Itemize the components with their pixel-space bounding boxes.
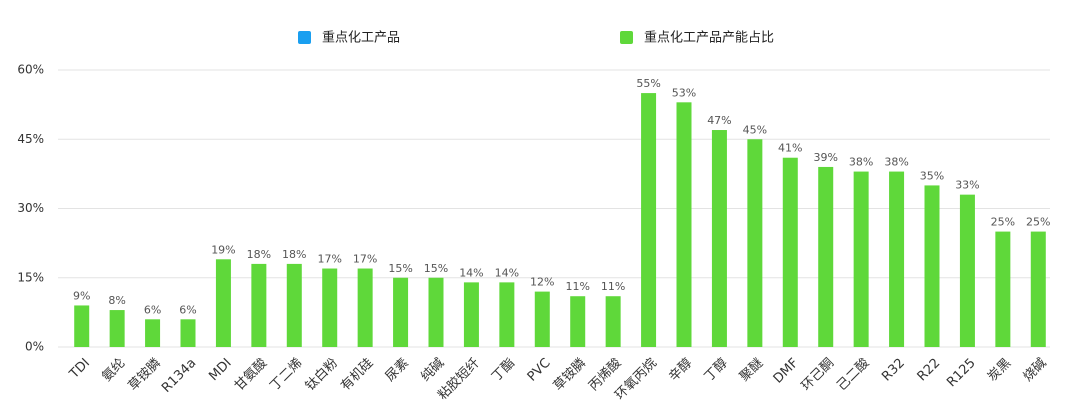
x-tick-label: 丁醇: [701, 355, 731, 385]
value-label: 19%: [211, 243, 235, 256]
x-tick-label: 草铵膦: [551, 356, 589, 394]
bar: [995, 231, 1011, 347]
x-tick-label: DMF: [771, 356, 802, 387]
bar: [463, 282, 479, 347]
x-tick-label: R22: [915, 356, 944, 385]
x-tick-label: R125: [944, 356, 979, 391]
bar: [853, 171, 869, 347]
x-tick-label: 有机硅: [338, 356, 376, 394]
bar: [570, 296, 586, 347]
bar: [641, 93, 657, 347]
x-tick-label: 炭黑: [985, 356, 1014, 385]
bar: [357, 268, 373, 347]
x-tick-label: 聚醚: [737, 356, 766, 385]
value-label: 45%: [743, 123, 767, 136]
value-label: 38%: [849, 156, 873, 169]
value-label: 38%: [884, 156, 908, 169]
value-label: 41%: [778, 142, 802, 155]
bar: [889, 171, 905, 347]
value-label: 9%: [73, 289, 90, 302]
legend-label: 重点化工产品: [322, 30, 400, 46]
value-label: 15%: [388, 262, 412, 275]
value-label: 11%: [601, 280, 625, 293]
value-label: 15%: [424, 262, 448, 275]
value-label: 11%: [565, 280, 589, 293]
x-tick-label: 己二酸: [834, 356, 872, 394]
bar: [1030, 231, 1046, 347]
value-label: 33%: [955, 179, 979, 192]
x-tick-label: 辛醇: [666, 355, 696, 385]
bar: [109, 310, 125, 347]
x-tick-label: TDI: [66, 356, 93, 383]
bar: [534, 291, 550, 347]
x-tick-label: 氨纶: [99, 356, 128, 385]
value-label: 6%: [144, 303, 161, 316]
bar: [251, 263, 267, 347]
bar: [393, 277, 409, 347]
x-tick-label: 丁酯: [489, 356, 518, 385]
x-tick-label: R134a: [159, 356, 199, 396]
value-label: 18%: [247, 248, 271, 261]
value-label: 25%: [991, 216, 1015, 229]
x-tick-label: 纯碱: [418, 356, 447, 385]
x-tick-label: 环己酮: [799, 356, 837, 394]
bar: [711, 130, 727, 347]
y-tick-label: 45%: [17, 132, 44, 146]
x-tick-label: 草铵膦: [126, 356, 164, 394]
x-tick-label: 烧碱: [1021, 356, 1050, 385]
value-label: 18%: [282, 248, 306, 261]
bar: [286, 263, 302, 347]
value-label: 35%: [920, 169, 944, 182]
bar: [747, 139, 763, 347]
bar: [782, 157, 798, 347]
legend-label: 重点化工产品产能占比: [644, 30, 774, 46]
bar: [145, 319, 161, 347]
bar: [499, 282, 515, 347]
x-tick-label: 甘氨酸: [232, 356, 270, 394]
value-label: 8%: [108, 294, 125, 307]
legend-swatch: [298, 31, 311, 44]
x-tick-label: 钛白粉: [302, 355, 341, 394]
y-tick-label: 30%: [17, 201, 44, 215]
x-tick-label: 丁二烯: [267, 356, 305, 394]
value-label: 53%: [672, 86, 696, 99]
bar: [818, 166, 834, 347]
bar: [959, 194, 975, 347]
value-label: 6%: [179, 303, 196, 316]
bar: [322, 268, 338, 347]
bar: [74, 305, 90, 347]
bar: [676, 102, 692, 347]
y-tick-label: 0%: [25, 340, 44, 354]
x-tick-label: 尿素: [383, 356, 412, 385]
value-label: 55%: [636, 77, 660, 90]
value-label: 47%: [707, 114, 731, 127]
value-label: 25%: [1026, 216, 1050, 229]
value-label: 12%: [530, 276, 554, 289]
value-label: 14%: [459, 266, 483, 279]
y-tick-label: 60%: [17, 63, 44, 77]
x-tick-label: PVC: [525, 356, 554, 385]
bar: [605, 296, 621, 347]
y-tick-label: 15%: [17, 270, 44, 284]
bar: [428, 277, 444, 347]
bar: [215, 259, 231, 347]
bar: [180, 319, 196, 347]
value-label: 17%: [353, 253, 377, 266]
bar: [924, 185, 940, 347]
x-tick-label: MDI: [206, 356, 234, 384]
legend-swatch: [620, 31, 633, 44]
value-label: 14%: [495, 266, 519, 279]
value-label: 17%: [317, 253, 341, 266]
x-tick-label: R32: [879, 356, 908, 385]
value-label: 39%: [813, 151, 837, 164]
